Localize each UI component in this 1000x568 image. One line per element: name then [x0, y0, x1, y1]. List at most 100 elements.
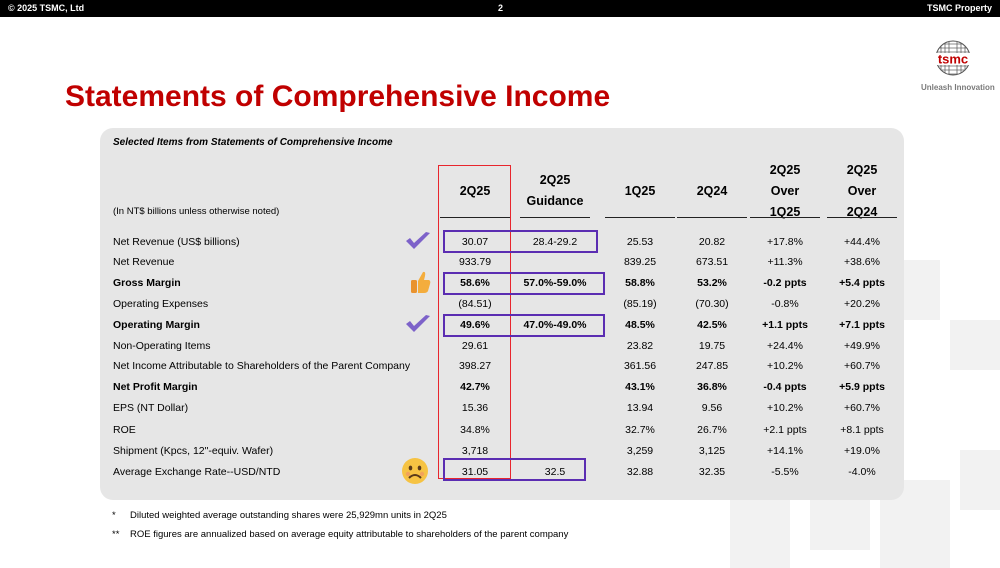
- tagline: Unleash Innovation: [921, 83, 995, 92]
- svg-text:tsmc: tsmc: [938, 52, 968, 67]
- table-cell: 20.82: [698, 236, 726, 248]
- table-cell: 839.25: [623, 256, 657, 268]
- row-label: Operating Margin: [113, 319, 200, 331]
- table-cell: 43.1%: [625, 381, 655, 393]
- table-cell: 15.36: [461, 402, 489, 414]
- row-label: Non-Operating Items: [113, 340, 211, 352]
- table-cell: 32.5: [544, 466, 566, 478]
- guidance-highlight-operating-margin: [443, 314, 605, 337]
- row-label: EPS (NT Dollar): [113, 402, 189, 414]
- table-cell: 58.8%: [625, 277, 655, 289]
- column-header: 2Q25 Over 2Q24: [846, 163, 878, 219]
- row-label: Net Profit Margin: [113, 381, 198, 393]
- page-title: Statements of Comprehensive Income: [65, 80, 611, 113]
- table-cell: 47.0%-49.0%: [523, 319, 587, 331]
- table-cell: +60.7%: [844, 402, 880, 414]
- row-label: Operating Expenses: [113, 298, 209, 310]
- table-cell: 3,259: [626, 445, 654, 457]
- table-cell: 57.0%-59.0%: [523, 277, 587, 289]
- property-label: TSMC Property: [926, 3, 992, 13]
- row-label: Shipment (Kpcs, 12"-equiv. Wafer): [113, 445, 274, 457]
- table-cell: +20.2%: [844, 298, 880, 310]
- top-bar: © 2025 TSMC, Ltd 2 TSMC Property: [0, 0, 1000, 17]
- table-cell: +17.8%: [767, 236, 803, 248]
- table-cell: +38.6%: [844, 256, 880, 268]
- table-cell: 32.7%: [625, 424, 655, 436]
- table-cell: +5.4 ppts: [839, 277, 885, 289]
- column-header: 2Q25 Guidance: [526, 173, 584, 208]
- table-cell: 58.6%: [460, 277, 490, 289]
- table-cell: -0.2 ppts: [763, 277, 807, 289]
- table-cell: (84.51): [458, 298, 492, 310]
- table-cell: 3,125: [698, 445, 726, 457]
- table-cell: 361.56: [623, 360, 657, 372]
- table-cell: +24.4%: [767, 340, 803, 352]
- table-cell: 36.8%: [697, 381, 727, 393]
- table-cell: +49.9%: [844, 340, 880, 352]
- table-cell: 48.5%: [625, 319, 655, 331]
- table-cell: 26.7%: [697, 424, 727, 436]
- guidance-highlight-revenue: [443, 230, 598, 253]
- row-label: Average Exchange Rate--USD/NTD: [113, 466, 281, 478]
- tsmc-logo: tsmc: [928, 40, 978, 76]
- table-cell: +8.1 ppts: [840, 424, 884, 436]
- guidance-highlight-exchange-rate: [443, 458, 586, 481]
- column-header: 2Q25 Over 1Q25: [769, 163, 801, 219]
- table-cell: -5.5%: [771, 466, 799, 478]
- copyright: © 2025 TSMC, Ltd: [8, 3, 85, 13]
- table-cell: 3,718: [461, 445, 489, 457]
- column-header: 1Q25: [624, 184, 656, 198]
- table-cell: +44.4%: [844, 236, 880, 248]
- column-underline: [677, 217, 747, 218]
- table-cell: +1.1 ppts: [762, 319, 808, 331]
- table-cell: 247.85: [695, 360, 729, 372]
- table-cell: 53.2%: [697, 277, 727, 289]
- table-cell: -0.8%: [771, 298, 799, 310]
- table-cell: +14.1%: [767, 445, 803, 457]
- table-cell: 28.4-29.2: [532, 236, 578, 248]
- row-label: ROE: [113, 424, 136, 436]
- table-cell: 25.53: [626, 236, 654, 248]
- table-cell: 32.88: [626, 466, 654, 478]
- table-cell: 673.51: [695, 256, 729, 268]
- table-cell: 30.07: [461, 236, 489, 248]
- table-cell: +2.1 ppts: [763, 424, 807, 436]
- guidance-highlight-gross-margin: [443, 272, 605, 295]
- row-label: Net Revenue (US$ billions): [113, 236, 240, 248]
- table-cell: 398.27: [458, 360, 492, 372]
- row-label: Net Income Attributable to Shareholders …: [113, 360, 411, 372]
- column-underline: [605, 217, 675, 218]
- table-cell: 34.8%: [460, 424, 490, 436]
- table-cell: -4.0%: [848, 466, 876, 478]
- table-cell: 49.6%: [460, 319, 490, 331]
- sad-face-icon: [401, 457, 429, 490]
- unit-note: (In NT$ billions unless otherwise noted): [113, 206, 280, 217]
- column-underline: [750, 217, 820, 218]
- row-label: Net Revenue: [113, 256, 175, 268]
- table-cell: 42.5%: [697, 319, 727, 331]
- table-cell: +7.1 ppts: [839, 319, 885, 331]
- thumbs-up-icon: [410, 270, 432, 299]
- table-cell: +11.3%: [767, 256, 803, 268]
- table-cell: 13.94: [626, 402, 654, 414]
- checkmark-icon: [404, 231, 432, 256]
- table-cell: (70.30): [695, 298, 729, 310]
- table-cell: 31.05: [461, 466, 489, 478]
- table-cell: +19.0%: [844, 445, 880, 457]
- column-underline: [520, 217, 590, 218]
- table-cell: (85.19): [623, 298, 657, 310]
- table-cell: +10.2%: [767, 402, 803, 414]
- table-cell: -0.4 ppts: [763, 381, 807, 393]
- table-cell: +10.2%: [767, 360, 803, 372]
- page-number: 2: [498, 3, 504, 13]
- footnote: * Diluted weighted average outstanding sh…: [112, 510, 447, 521]
- column-header: 2Q25: [459, 184, 491, 198]
- table-cell: 42.7%: [460, 381, 490, 393]
- current-quarter-highlight: [438, 165, 511, 479]
- column-underline: [440, 217, 510, 218]
- table-subtitle: Selected Items from Statements of Compre…: [113, 137, 393, 148]
- table-cell: 933.79: [458, 256, 492, 268]
- table-cell: 32.35: [698, 466, 726, 478]
- column-underline: [827, 217, 897, 218]
- table-cell: 23.82: [626, 340, 654, 352]
